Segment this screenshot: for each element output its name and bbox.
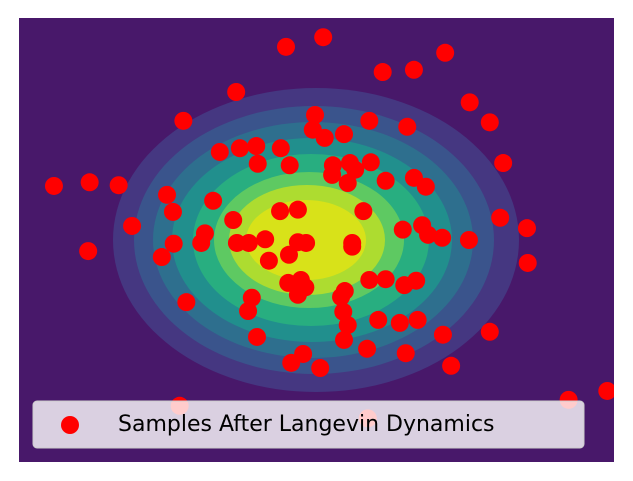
density-contours <box>19 18 614 462</box>
legend-box <box>32 400 585 449</box>
point <box>436 43 455 62</box>
point <box>230 139 249 158</box>
point <box>354 202 373 221</box>
point <box>152 248 171 267</box>
point <box>360 270 379 289</box>
point <box>459 231 478 249</box>
point <box>271 139 290 158</box>
point <box>79 242 98 261</box>
point <box>393 220 412 239</box>
point <box>338 316 357 335</box>
point <box>248 154 267 173</box>
point <box>404 60 423 79</box>
point <box>376 171 395 190</box>
point <box>518 253 537 272</box>
point <box>163 202 182 221</box>
point <box>195 224 214 243</box>
point <box>338 174 357 193</box>
legend-label: Samples After Langevin Dynamics <box>118 412 495 437</box>
point <box>373 63 392 82</box>
point <box>288 285 307 304</box>
point <box>361 153 380 172</box>
point <box>279 245 298 264</box>
point <box>315 128 334 147</box>
point <box>369 310 388 329</box>
point <box>419 225 438 244</box>
point <box>480 322 499 341</box>
point <box>491 208 510 227</box>
point <box>80 173 99 192</box>
point <box>271 202 290 221</box>
point <box>343 237 362 256</box>
point <box>177 293 196 312</box>
point <box>442 356 461 375</box>
point <box>109 176 128 195</box>
point <box>335 125 354 144</box>
point <box>311 359 330 378</box>
point <box>204 191 223 210</box>
point <box>256 230 275 249</box>
point <box>398 117 417 136</box>
point <box>210 142 229 161</box>
point <box>282 353 301 372</box>
point <box>44 176 63 195</box>
point <box>517 219 536 238</box>
point <box>335 282 354 301</box>
point <box>277 37 296 56</box>
point <box>247 137 266 156</box>
point <box>358 339 377 358</box>
point <box>396 344 415 363</box>
point <box>494 154 513 173</box>
point <box>227 83 246 101</box>
point <box>598 381 614 400</box>
point <box>407 271 426 290</box>
point <box>248 327 266 346</box>
point <box>408 310 427 329</box>
point <box>259 251 278 270</box>
point <box>158 185 177 204</box>
legend: Samples After Langevin Dynamics <box>32 400 585 449</box>
point <box>123 216 142 235</box>
point <box>376 270 395 289</box>
point <box>460 93 479 112</box>
point <box>480 113 499 132</box>
scatter-layer <box>44 28 614 428</box>
point <box>346 160 365 179</box>
point <box>433 228 452 247</box>
point <box>239 302 258 321</box>
point <box>335 330 354 349</box>
point <box>164 234 183 253</box>
legend-marker <box>61 416 79 434</box>
point <box>288 200 307 219</box>
point <box>433 325 452 344</box>
point <box>280 156 299 175</box>
point <box>297 233 316 252</box>
point <box>306 105 325 124</box>
point <box>224 211 243 230</box>
point <box>174 111 193 130</box>
point <box>323 165 342 184</box>
point <box>314 28 333 47</box>
point <box>416 177 435 196</box>
point <box>390 313 409 332</box>
point <box>360 111 379 130</box>
point <box>239 233 258 252</box>
